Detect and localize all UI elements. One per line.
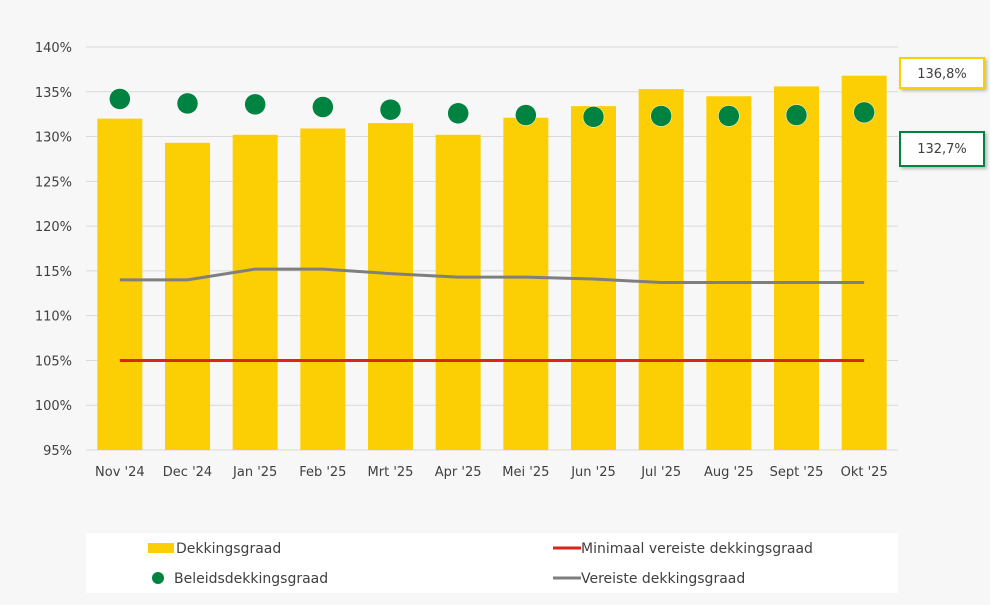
dot [650, 105, 672, 127]
bar [165, 142, 210, 450]
bar [503, 117, 549, 450]
y-tick-label: 100% [35, 399, 72, 414]
y-tick-label: 140% [35, 41, 72, 56]
callout-beleidsdekkingsgraad: 132,7% [899, 131, 985, 167]
x-tick-label: Dec '24 [163, 465, 212, 480]
y-tick-label: 135% [35, 86, 72, 101]
dot [582, 106, 605, 128]
x-tick-label: Jul '25 [640, 465, 681, 480]
bar [97, 118, 143, 451]
dot [515, 104, 537, 126]
dot [785, 104, 808, 126]
dot [176, 92, 199, 115]
dot [853, 101, 875, 124]
y-tick-label: 125% [35, 175, 72, 190]
x-tick-label: Jun '25 [570, 465, 616, 480]
legend-swatch-bar [148, 543, 174, 553]
bar [841, 75, 887, 450]
bar [368, 123, 413, 450]
legend-swatch-dot [152, 572, 164, 584]
series-line [119, 267, 865, 285]
dot [109, 88, 131, 110]
legend-label: Dekkingsgraad [176, 541, 281, 557]
y-tick-label: 115% [35, 265, 72, 280]
dot [718, 105, 740, 127]
bar [774, 86, 819, 450]
dot [312, 96, 334, 118]
dot [447, 102, 469, 125]
legend-label: Vereiste dekkingsgraad [581, 571, 745, 587]
x-tick-label: Mei '25 [502, 465, 549, 480]
x-tick-label: Feb '25 [299, 465, 346, 480]
x-tick-label: Okt '25 [841, 465, 888, 480]
legend-label: Minimaal vereiste dekkingsgraad [581, 541, 813, 557]
x-tick-label: Sept '25 [770, 465, 824, 480]
bar [232, 134, 278, 450]
y-tick-label: 130% [35, 131, 72, 146]
y-tick-label: 95% [43, 444, 72, 459]
dot [244, 93, 266, 116]
legend-label: Beleidsdekkingsgraad [174, 571, 328, 587]
bar [706, 96, 752, 450]
legend-box [86, 533, 898, 593]
dot [379, 98, 402, 121]
y-tick-label: 105% [35, 354, 72, 369]
y-tick-label: 120% [35, 220, 72, 235]
bar [435, 134, 481, 450]
callout-dekkingsgraad: 136,8% [899, 57, 985, 89]
bar [300, 128, 346, 451]
y-tick-label: 110% [35, 310, 72, 325]
x-tick-label: Nov '24 [95, 465, 145, 480]
x-tick-label: Jan '25 [232, 465, 277, 480]
bar [638, 89, 684, 450]
x-tick-label: Mrt '25 [368, 465, 414, 480]
x-tick-label: Apr '25 [435, 465, 482, 480]
x-tick-label: Aug '25 [704, 465, 754, 480]
